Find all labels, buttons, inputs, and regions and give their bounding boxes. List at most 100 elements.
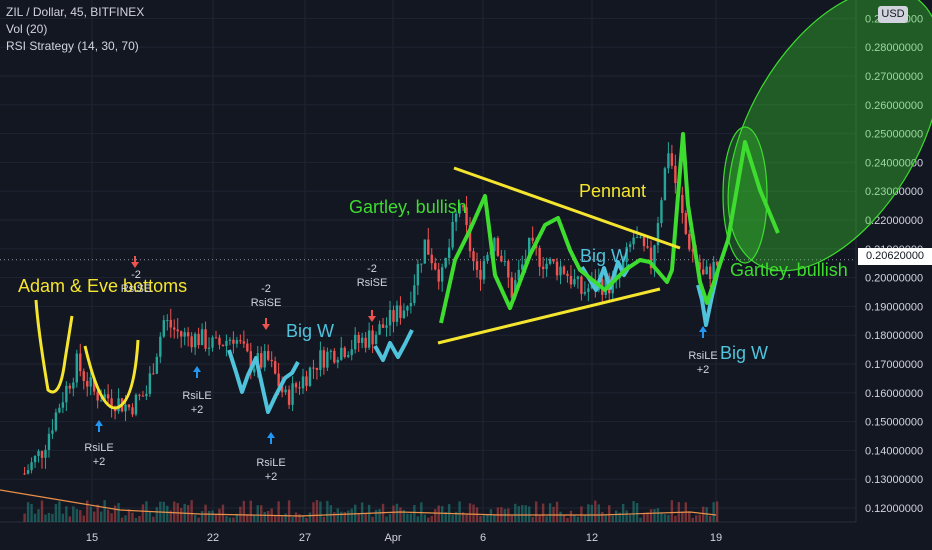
volume-bar [615,510,618,522]
volume-bar [340,511,343,522]
candle-body [312,367,315,369]
volume-bar [545,516,548,522]
volume-bar [23,513,26,522]
volume-bar [441,506,444,522]
volume-bar [166,505,169,522]
volume-bar [621,503,625,522]
candle-body [702,269,705,275]
volume-bar [127,509,131,522]
candle-body [562,266,566,274]
volume-bar [597,504,600,522]
strategy-label: RSI Strategy (14, 30, 70) [6,39,139,53]
volume-bar [113,505,117,522]
volume-bar [639,517,642,522]
rsile-arrow [267,432,275,444]
signal-size: +2 [190,404,204,416]
candle-body [656,223,660,246]
volume-label: Vol (20) [6,22,48,36]
candle-body [468,225,472,252]
volume-bar [534,501,538,522]
signal-rsise-3: -2 RsiSE [352,262,392,290]
y-tick-label: 0.26000000 [865,100,923,112]
candle-body [141,395,145,397]
candle-body [451,221,454,248]
candle-body [360,337,364,343]
candle-body [461,205,465,208]
candle-body [155,356,159,374]
candle-body [131,407,134,415]
volume-bar [486,515,489,522]
volume-bar [110,513,113,522]
volume-bar [214,515,218,522]
volume-bar [538,515,541,522]
volume-bar [103,500,106,522]
volume-bar [263,511,266,522]
candle-body [681,194,684,213]
candle-body [503,261,507,263]
candle-body [75,353,78,383]
volume-bar [218,508,221,522]
candle-body [482,261,486,280]
candle-body [364,337,367,348]
candle-body [587,288,590,292]
candle-body [61,402,65,408]
volume-bar [221,504,225,522]
volume-bar [225,516,228,522]
candle-body [218,337,221,345]
volume-bar [180,508,183,522]
candle-body [190,336,193,348]
candle-body [472,251,475,262]
volume-bar [642,512,646,522]
candle-body [444,257,447,268]
candle-body [86,380,89,387]
volume-bar [256,505,259,522]
candle-body [277,373,280,387]
volume-bar [576,516,580,522]
candle-body [162,320,165,337]
candle-body [500,255,503,262]
candle-body [395,305,399,322]
volume-bar [326,500,329,522]
candle-body [273,361,277,374]
candle-body [305,376,308,386]
currency-badge[interactable]: USD [878,6,908,23]
pennant-upper-line [453,166,681,250]
candle-body [632,237,635,245]
volume-bar [347,510,350,522]
volume-bar [312,502,315,522]
volume-bar [583,514,587,522]
candle-body [545,263,548,270]
candle-body [399,305,402,319]
candle-body [646,246,649,248]
volume-bar [402,509,406,522]
candle-body [521,264,524,270]
volume-bar [670,500,674,522]
volume-bar [580,506,583,522]
volume-bar [79,510,82,522]
candle-body [180,331,183,337]
volume-bar [594,500,597,522]
volume-bar [65,506,68,522]
volume-bar [708,515,712,522]
volume-bar [343,512,346,522]
volume-bar [524,505,527,522]
y-tick-label: 0.12000000 [865,503,923,515]
candle-body [79,353,82,372]
y-tick-label: 0.14000000 [865,445,923,457]
volume-bar [541,503,545,522]
candle-body [392,310,395,322]
volume-bar [451,514,454,522]
candle-body [381,324,385,328]
y-tick-label: 0.13000000 [865,474,923,486]
candle-body [555,261,559,276]
rsile-arrow [95,420,103,432]
last-price-tag: 0.20620000 [858,248,932,265]
signal-label: RsiSE [250,297,282,309]
volume-bar [409,513,413,522]
candle-body [23,473,26,475]
signal-rsile-3: RsiLE +2 [251,456,291,484]
candle-body [82,371,85,381]
volume-bar [604,515,607,522]
